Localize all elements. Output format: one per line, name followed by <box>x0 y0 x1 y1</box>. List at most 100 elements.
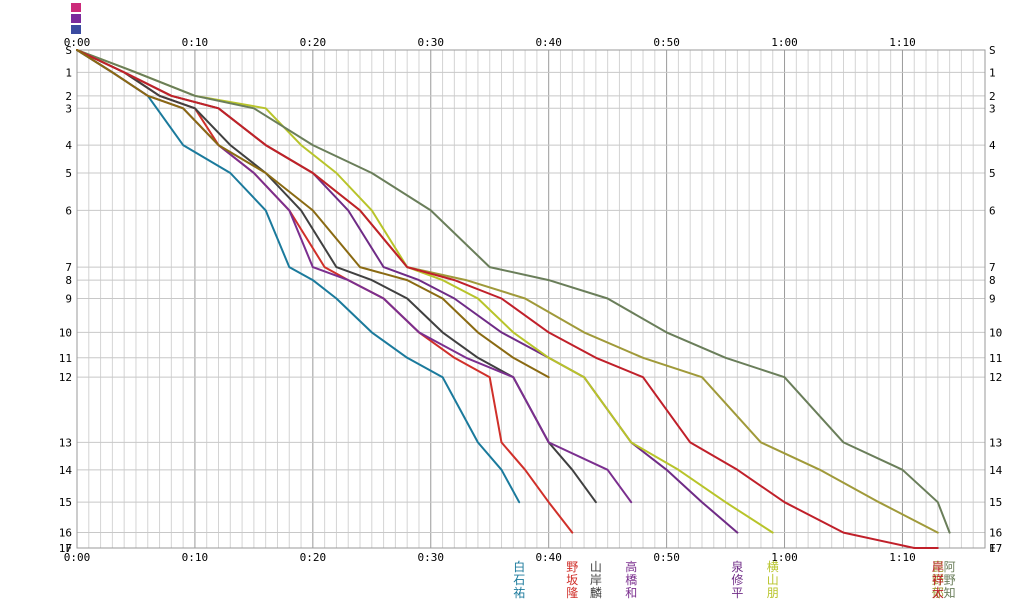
y-label-right: 1 <box>989 66 996 79</box>
runner-name-char: 泉 <box>731 560 744 574</box>
y-label-right: 2 <box>989 90 996 103</box>
y-label-left: 16 <box>59 527 72 540</box>
runner-name-char: 昆 <box>931 560 944 574</box>
runner-name-char: 郁 <box>931 586 944 600</box>
runner-name-char: 祥 <box>931 573 944 587</box>
x-tick-label-bottom: 0:10 <box>182 551 209 564</box>
runner-name-char: 岸 <box>931 560 944 574</box>
y-label-left: 3 <box>65 102 72 115</box>
app-logo-icon <box>71 3 81 35</box>
y-label-left: 1 <box>65 66 72 79</box>
runner-name-char: 和 <box>625 586 638 600</box>
runner-name-char: 山 <box>589 560 602 574</box>
y-label-left: 4 <box>65 139 72 152</box>
runner-name-char: 白 <box>513 560 526 574</box>
runner-name-char: 野 <box>943 573 956 587</box>
y-label-left: 15 <box>59 496 72 509</box>
runner-name-char: 岸 <box>589 573 602 587</box>
y-label-left: 17 <box>59 542 72 555</box>
series-line-白石祐 <box>76 49 521 504</box>
x-tick-label-top: 0:40 <box>535 36 562 49</box>
runner-name: 山岸麟 <box>590 561 602 600</box>
y-label-right: 8 <box>989 274 996 287</box>
x-tick-label-top: 0:30 <box>418 36 445 49</box>
y-label-left: 7 <box>65 261 72 274</box>
x-tick-label-bottom: 0:50 <box>653 551 680 564</box>
series-line-series-9 <box>76 49 550 379</box>
y-label-right: 11 <box>989 352 1002 365</box>
runner-name-char: 阿 <box>943 560 956 574</box>
runner-name-char: 平 <box>731 586 744 600</box>
runner-name: 岸祥太 <box>932 561 944 600</box>
y-label-right: 3 <box>989 102 996 115</box>
y-label-left: 12 <box>59 371 72 384</box>
y-label-left: 2 <box>65 90 72 103</box>
runner-name: 野坂隆 <box>566 561 578 600</box>
y-label-right: F <box>989 542 996 555</box>
runner-name: 白石祐 <box>513 561 525 600</box>
y-label-right: 15 <box>989 496 1002 509</box>
y-label-left: 10 <box>59 326 72 339</box>
y-label-left: S <box>65 44 72 57</box>
x-tick-label-bottom: 1:10 <box>889 551 916 564</box>
y-label-right: S <box>989 44 996 57</box>
runner-name: 泉修平 <box>731 561 743 600</box>
runner-name-char: 隆 <box>566 586 579 600</box>
runner-name-char: 石 <box>513 573 526 587</box>
runner-name-char: 野 <box>931 573 944 587</box>
runner-name: 横山朋 <box>767 561 779 600</box>
plot-border <box>76 49 986 549</box>
runner-name-char: 太 <box>931 586 944 600</box>
logo-block <box>71 14 81 23</box>
y-label-right: 6 <box>989 204 996 217</box>
y-label-left: 8 <box>65 274 72 287</box>
x-tick-label-top: 0:10 <box>182 36 209 49</box>
series-line-阿野知 <box>76 49 951 534</box>
y-label-right: 16 <box>989 527 1002 540</box>
runner-name-char: 修 <box>731 573 744 587</box>
runner-name: 阿野知 <box>944 561 956 600</box>
runner-name-char: 坂 <box>566 573 579 587</box>
series-line-岸祥太 <box>76 49 939 549</box>
y-label-right: 5 <box>989 167 996 180</box>
runner-name: 昆野郁 <box>932 561 944 600</box>
y-label-right: 12 <box>989 371 1002 384</box>
x-tick-label-bottom: 1:00 <box>771 551 798 564</box>
y-label-left: 14 <box>59 464 73 477</box>
y-label-right: 9 <box>989 293 996 306</box>
runner-name-char: 朋 <box>766 586 779 600</box>
logo-block <box>71 25 81 34</box>
x-tick-label-top: 0:00 <box>64 36 91 49</box>
x-tick-label-bottom: 0:00 <box>64 551 91 564</box>
x-tick-label-bottom: 0:30 <box>418 551 445 564</box>
y-label-left: F <box>65 542 72 555</box>
runner-name-char: 山 <box>766 573 779 587</box>
x-tick-label-top: 1:10 <box>889 36 916 49</box>
series-line-横山朋 <box>76 49 774 534</box>
y-label-right: 17 <box>989 542 1002 555</box>
y-label-left: 9 <box>65 293 72 306</box>
y-label-right: 4 <box>989 139 996 152</box>
y-label-right: 13 <box>989 436 1002 449</box>
x-tick-label-bottom: 0:20 <box>300 551 327 564</box>
runner-name-char: 知 <box>943 586 956 600</box>
y-label-right: 14 <box>989 464 1003 477</box>
x-tick-label-top: 0:20 <box>300 36 327 49</box>
y-label-right: 10 <box>989 326 1002 339</box>
runner-name-char: 高 <box>625 560 638 574</box>
x-tick-label-top: 1:00 <box>771 36 798 49</box>
y-label-left: 6 <box>65 204 72 217</box>
runner-name-char: 祐 <box>513 586 526 600</box>
x-tick-label-bottom: 0:40 <box>535 551 562 564</box>
runner-name: 高橋和 <box>625 561 637 600</box>
logo-block <box>71 3 81 12</box>
runner-name-char: 麟 <box>589 586 602 600</box>
y-label-left: 11 <box>59 352 72 365</box>
runner-name-char: 橋 <box>625 573 638 587</box>
x-tick-label-top: 0:50 <box>653 36 680 49</box>
runner-name-char: 横 <box>766 560 779 574</box>
y-label-left: 5 <box>65 167 72 180</box>
runner-name-char: 野 <box>566 560 579 574</box>
